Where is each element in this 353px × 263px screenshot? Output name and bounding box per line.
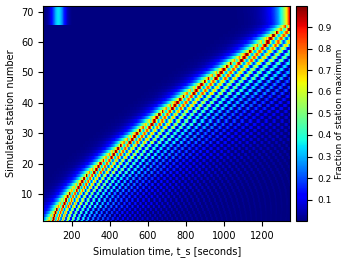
X-axis label: Simulation time, t_s [seconds]: Simulation time, t_s [seconds] xyxy=(93,246,241,257)
Y-axis label: Simulated station number: Simulated station number xyxy=(6,50,16,177)
Y-axis label: Fraction of station maximum: Fraction of station maximum xyxy=(335,48,345,179)
